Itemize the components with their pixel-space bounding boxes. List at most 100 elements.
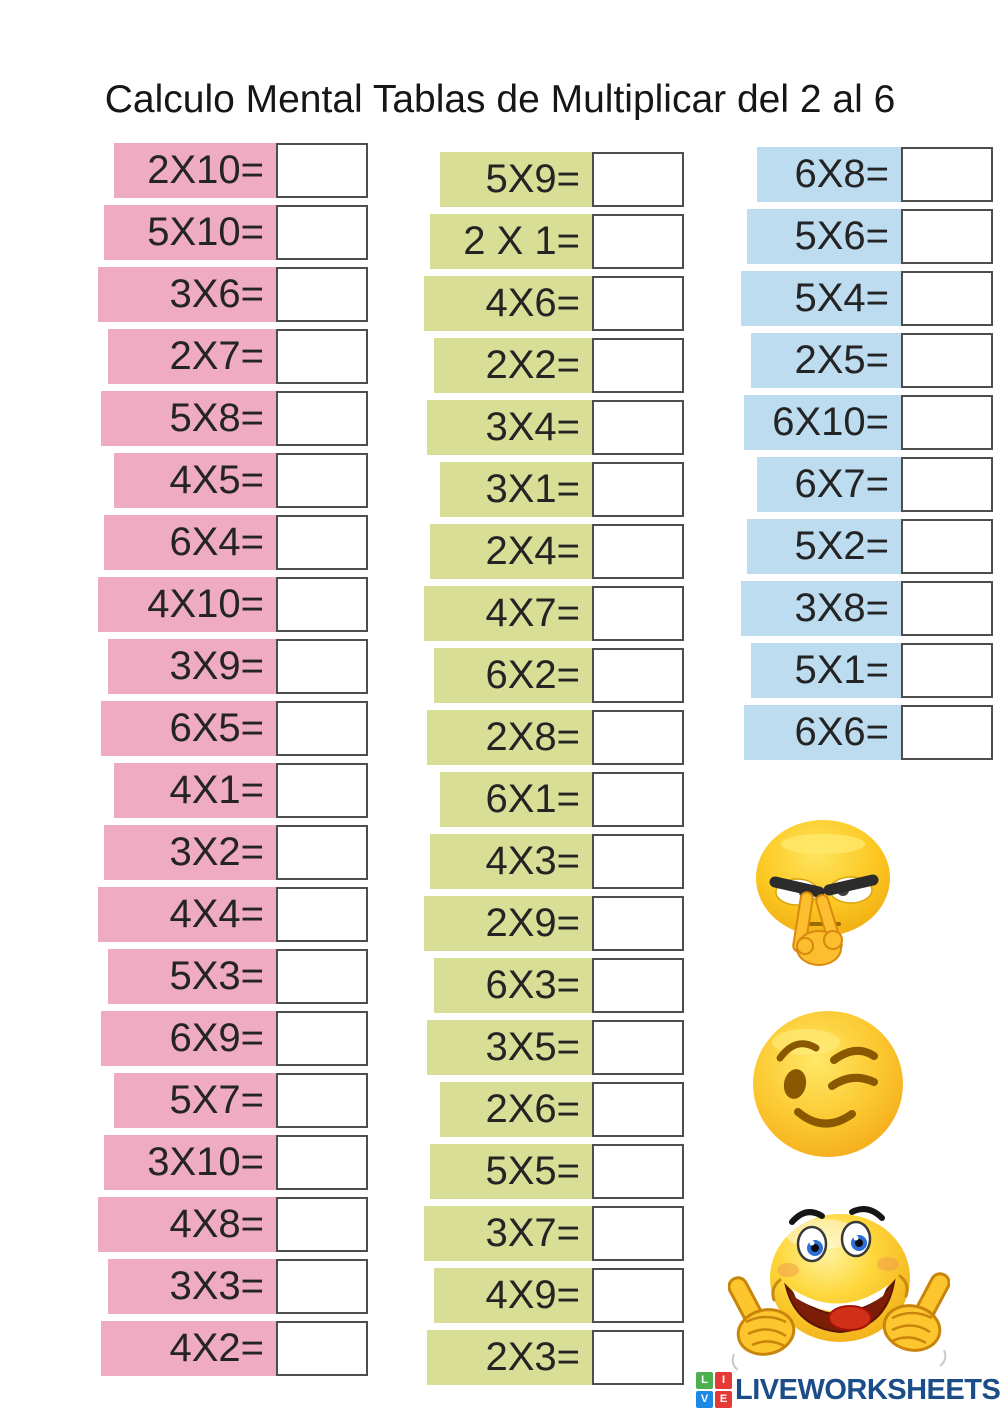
problem-label: 5X3= [108, 949, 276, 1004]
answer-input[interactable] [592, 338, 684, 393]
answer-input[interactable] [276, 639, 368, 694]
column-blue: 6X8= 5X6= 5X4= 2X5= 6X10= 6X7= 5X2= 3X8= 5X1= 6X6… [741, 147, 993, 760]
answer-input[interactable] [592, 214, 684, 269]
problem-label: 6X4= [104, 515, 276, 570]
problem-row: 6X6= [741, 705, 993, 760]
answer-input[interactable] [592, 152, 684, 207]
problem-row: 6X2= [424, 648, 684, 703]
answer-input[interactable] [276, 825, 368, 880]
answer-input[interactable] [592, 462, 684, 517]
problem-row: 5X3= [98, 949, 368, 1004]
problem-label: 4X6= [424, 276, 592, 331]
answer-input[interactable] [901, 395, 993, 450]
answer-input[interactable] [592, 1082, 684, 1137]
answer-input[interactable] [901, 333, 993, 388]
problem-row: 3X3= [98, 1259, 368, 1314]
problem-label: 4X3= [430, 834, 592, 889]
problem-row: 3X6= [98, 267, 368, 322]
logo-tile-e: E [715, 1391, 732, 1408]
answer-input[interactable] [592, 834, 684, 889]
answer-input[interactable] [592, 276, 684, 331]
answer-input[interactable] [276, 1197, 368, 1252]
problem-row: 5X4= [741, 271, 993, 326]
answer-input[interactable] [276, 701, 368, 756]
answer-input[interactable] [901, 271, 993, 326]
answer-input[interactable] [276, 143, 368, 198]
answer-input[interactable] [592, 772, 684, 827]
answer-input[interactable] [901, 147, 993, 202]
answer-input[interactable] [276, 1259, 368, 1314]
answer-input[interactable] [592, 1268, 684, 1323]
problem-row: 6X10= [741, 395, 993, 450]
problem-row: 6X5= [98, 701, 368, 756]
problem-label: 3X6= [98, 267, 276, 322]
answer-input[interactable] [592, 958, 684, 1013]
problem-row: 5X10= [98, 205, 368, 260]
answer-input[interactable] [276, 329, 368, 384]
answer-input[interactable] [592, 1206, 684, 1261]
answer-input[interactable] [276, 1011, 368, 1066]
problem-row: 5X8= [98, 391, 368, 446]
problem-row: 4X6= [424, 276, 684, 331]
problem-label: 6X1= [440, 772, 592, 827]
problem-row: 3X8= [741, 581, 993, 636]
problem-row: 2X4= [424, 524, 684, 579]
problem-row: 4X8= [98, 1197, 368, 1252]
problem-row: 2X3= [424, 1330, 684, 1385]
answer-input[interactable] [592, 1020, 684, 1075]
logo-tile-i: I [715, 1372, 732, 1389]
problem-row: 2X8= [424, 710, 684, 765]
answer-input[interactable] [901, 643, 993, 698]
problem-label: 4X7= [424, 586, 592, 641]
answer-input[interactable] [276, 1073, 368, 1128]
column-pink: 2X10= 5X10= 3X6= 2X7= 5X8= 4X5= 6X4= 4X10= 3X9= 6… [98, 143, 368, 1376]
problem-label: 6X7= [757, 457, 901, 512]
answer-input[interactable] [592, 524, 684, 579]
answer-input[interactable] [592, 400, 684, 455]
problem-label: 3X8= [741, 581, 901, 636]
answer-input[interactable] [901, 581, 993, 636]
answer-input[interactable] [592, 896, 684, 951]
problem-row: 4X10= [98, 577, 368, 632]
problem-label: 5X2= [747, 519, 901, 574]
answer-input[interactable] [276, 515, 368, 570]
answer-input[interactable] [901, 705, 993, 760]
answer-input[interactable] [276, 391, 368, 446]
answer-input[interactable] [901, 209, 993, 264]
answer-input[interactable] [276, 1135, 368, 1190]
answer-input[interactable] [592, 1144, 684, 1199]
problem-label: 4X4= [98, 887, 276, 942]
problem-label: 3X4= [427, 400, 592, 455]
answer-input[interactable] [276, 453, 368, 508]
answer-input[interactable] [592, 648, 684, 703]
answer-input[interactable] [276, 887, 368, 942]
answer-input[interactable] [276, 267, 368, 322]
problem-row: 2X7= [98, 329, 368, 384]
problem-label: 6X9= [101, 1011, 276, 1066]
answer-input[interactable] [276, 763, 368, 818]
answer-input[interactable] [901, 519, 993, 574]
problem-row: 5X5= [424, 1144, 684, 1199]
problem-label: 3X5= [427, 1020, 592, 1075]
problem-label: 3X9= [108, 639, 276, 694]
answer-input[interactable] [592, 586, 684, 641]
answer-input[interactable] [276, 1321, 368, 1376]
problem-label: 2X3= [427, 1330, 592, 1385]
liveworksheets-logo-text: LIVEWORKSHEETS [735, 1373, 1000, 1406]
problem-label: 5X8= [101, 391, 276, 446]
problem-label: 5X4= [741, 271, 901, 326]
answer-input[interactable] [592, 710, 684, 765]
answer-input[interactable] [276, 949, 368, 1004]
answer-input[interactable] [276, 577, 368, 632]
problem-label: 4X2= [101, 1321, 276, 1376]
answer-input[interactable] [592, 1330, 684, 1385]
winking-emoji [750, 1008, 906, 1160]
problem-row: 5X1= [741, 643, 993, 698]
problem-row: 2X2= [424, 338, 684, 393]
problem-label: 5X5= [430, 1144, 592, 1199]
problem-row: 6X3= [424, 958, 684, 1013]
answer-input[interactable] [276, 205, 368, 260]
answer-input[interactable] [901, 457, 993, 512]
